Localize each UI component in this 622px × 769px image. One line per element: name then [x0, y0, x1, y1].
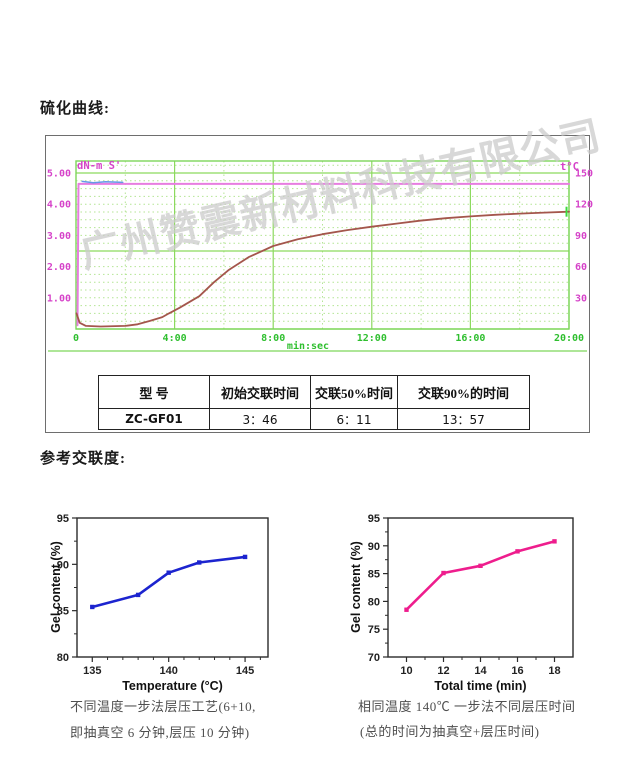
y-axis-title: Gel content (%) [49, 541, 63, 633]
y-tick-label: 95 [368, 513, 380, 525]
data-point-marker [552, 539, 557, 544]
x-tick-label: 135 [83, 665, 101, 677]
x-axis-tick-label: 0 [73, 333, 79, 344]
y2-axis-tick-label: 90 [575, 231, 587, 242]
crosslink-times-table: 型 号 初始交联时间 交联50%时间 交联90%的时间 ZC-GF01 3：46… [98, 375, 530, 430]
left-axis-units-label: dN-m S' [77, 160, 121, 172]
cell-90pct-crosslink-time: 13：57 [397, 408, 530, 430]
x-axis-title: Temperature (°C) [122, 679, 223, 693]
plot-border [387, 517, 574, 658]
series-temperature-setpoint [76, 182, 570, 327]
data-point-marker [242, 554, 248, 560]
table-row: ZC-GF01 3：46 6：11 13：57 [98, 408, 530, 430]
table-header-row: 型 号 初始交联时间 交联50%时间 交联90%的时间 [98, 375, 530, 409]
x-tick-label: 145 [236, 665, 254, 677]
right-caption-line2: (总的时间为抽真空+层压时间) [360, 724, 540, 739]
y-tick-label: 85 [368, 569, 380, 581]
left-caption-line2: 即抽真空 6 分钟,层压 10 分钟) [70, 725, 250, 740]
gel-vs-time-chart: 70 75 80 85 90 95 10 12 14 16 18 Gel content (%) Tot… [349, 513, 574, 693]
col-header-50pct-crosslink-time: 交联50%时间 [310, 375, 398, 409]
col-header-90pct-crosslink-time: 交联90%的时间 [397, 375, 530, 409]
right-caption-line1: 相同温度 140℃ 一步法不同层压时间 [358, 699, 576, 714]
plot-border [75, 160, 570, 330]
x-axis-tick-label: 4:00 [163, 333, 187, 344]
x-tick-label: 10 [400, 665, 412, 677]
section-title-crosslink-degree: 参考交联度: [40, 451, 126, 467]
data-point-marker [197, 560, 202, 565]
x-tick-label: 12 [437, 665, 449, 677]
y-tick-label: 90 [57, 559, 69, 571]
x-axis-tick-label: 8:00 [261, 333, 285, 344]
y2-axis-tick-label: 150 [575, 169, 593, 180]
y-tick-label: 90 [368, 541, 380, 553]
x-tick-label: 140 [160, 665, 178, 677]
y2-axis-tick-label: 120 [575, 200, 593, 211]
data-point-marker [478, 563, 483, 569]
data-point-marker [515, 549, 520, 554]
y-axis-tick-label: 1.00 [47, 293, 71, 304]
x-axis-title: Total time (min) [434, 679, 526, 693]
y2-axis-tick-label: 30 [575, 293, 587, 304]
col-header-initial-crosslink-time: 初始交联时间 [209, 375, 311, 409]
x-tick-label: 18 [548, 665, 560, 677]
y2-axis-tick-label: 60 [575, 262, 587, 273]
y-axis-tick-label: 5.00 [47, 169, 71, 180]
x-axis-tick-label: 20:00 [554, 333, 584, 344]
rheometer-panel: 5.00 4.00 3.00 2.00 1.00 150 120 90 60 30 0 4:00 8:0… [45, 135, 593, 433]
gel-vs-temperature-chart: 80 85 90 95 135 140 145 Gel content (%) Temperat… [49, 513, 269, 693]
y-axis-tick-label: 3.00 [47, 231, 71, 242]
right-axis-units-label: t°C [560, 161, 579, 173]
left-caption-line1: 不同温度一步法层压工艺(6+10, [70, 699, 256, 714]
y-axis-tick-label: 2.00 [47, 262, 71, 273]
cell-model-name: ZC-GF01 [98, 408, 210, 430]
y-axis-title: Gel content (%) [349, 541, 363, 633]
y-tick-label: 95 [57, 513, 69, 525]
y-tick-label: 80 [57, 652, 69, 664]
x-tick-label: 16 [511, 665, 523, 677]
x-tick-label: 14 [474, 665, 487, 677]
data-point-marker [441, 570, 446, 576]
x-axis-tick-label: 16:00 [455, 333, 485, 344]
data-point-marker [166, 570, 171, 575]
y-tick-label: 70 [368, 652, 380, 664]
series-gel-content-vs-temperature [90, 555, 247, 609]
data-point-marker [135, 592, 141, 598]
x-axis-units-label: min:sec [287, 340, 329, 352]
col-header-model: 型 号 [98, 375, 210, 409]
series-start-blue-trace [81, 180, 124, 184]
y-tick-label: 75 [368, 624, 380, 636]
data-point-marker [90, 604, 95, 610]
cell-initial-crosslink-time: 3：46 [209, 408, 311, 430]
y-tick-label: 80 [368, 596, 380, 608]
cell-50pct-crosslink-time: 6：11 [310, 408, 398, 430]
plot-border [76, 517, 269, 658]
section-title-cure-curve: 硫化曲线: [40, 101, 110, 117]
y-tick-label: 85 [57, 606, 69, 618]
series-torque-S-prime [75, 210, 570, 328]
rheometer-chart: 5.00 4.00 3.00 2.00 1.00 150 120 90 60 30 0 4:00 8:0… [47, 160, 593, 352]
y-axis-tick-label: 4.00 [47, 200, 71, 211]
x-axis-tick-label: 12:00 [357, 333, 387, 344]
series-gel-content-vs-time [405, 540, 556, 611]
data-point-marker [404, 607, 409, 612]
